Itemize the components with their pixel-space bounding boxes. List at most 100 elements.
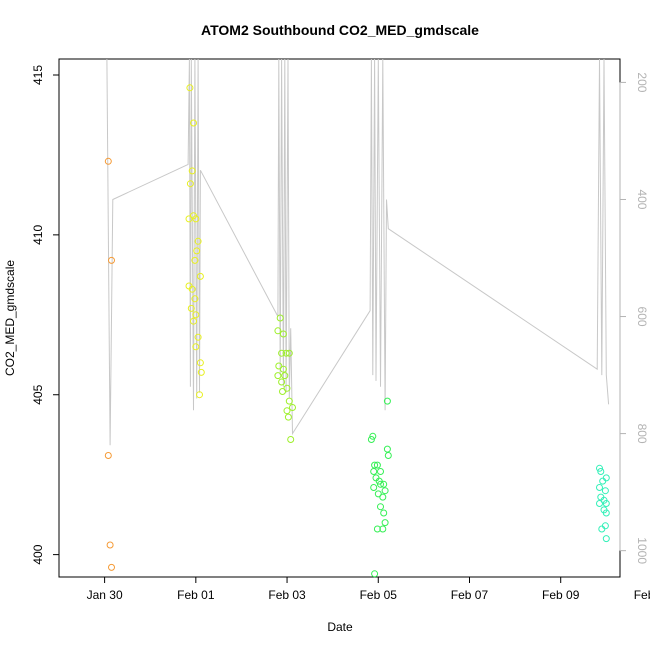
x-tick-label: Feb 07: [451, 588, 489, 602]
data-point: [370, 484, 378, 491]
x-tick-label: Feb 03: [268, 588, 306, 602]
data-point: [108, 256, 115, 264]
data-point: [285, 349, 293, 357]
y-axis: 400 405 410 415: [31, 65, 60, 565]
y-tick-label: 405: [31, 384, 45, 404]
data-point: [284, 413, 292, 421]
x-tick-label: Feb 05: [360, 588, 398, 602]
data-point: [601, 522, 609, 530]
x-tick-label: Feb 09: [542, 588, 580, 602]
y2-tick-label: 400: [635, 189, 649, 209]
data-point: [282, 349, 290, 357]
data-point: [602, 500, 610, 507]
data-point: [196, 272, 204, 280]
data-point: [374, 490, 382, 498]
data-point: [596, 484, 603, 491]
plot-frame: [58, 58, 621, 578]
data-point: [186, 180, 194, 188]
data-point: [380, 509, 388, 517]
data-point: [279, 330, 287, 338]
data-point: [281, 372, 289, 380]
data-point: [108, 563, 115, 571]
data-point: [596, 464, 603, 472]
data-point: [191, 256, 199, 264]
data-point: [275, 362, 283, 370]
data-point: [188, 167, 196, 175]
data-point: [106, 541, 114, 549]
data-point: [197, 368, 205, 376]
data-point: [279, 388, 286, 395]
data-point: [377, 468, 384, 475]
data-point: [190, 317, 197, 325]
data-point: [380, 480, 388, 488]
data-point: [602, 509, 610, 517]
data-point: [379, 493, 387, 501]
data-point: [283, 384, 291, 392]
data-point: [274, 372, 282, 380]
data-point: [370, 468, 378, 475]
data-point: [185, 215, 193, 223]
data-point: [190, 119, 197, 127]
data-point: [104, 157, 112, 165]
data-point: [602, 535, 610, 543]
y2-tick-label: 800: [635, 424, 649, 444]
data-point: [383, 397, 391, 405]
data-point: [276, 314, 284, 322]
data-point: [377, 503, 384, 511]
data-point: [193, 247, 201, 255]
data-point: [104, 452, 112, 459]
y2-tick-label: 200: [635, 72, 649, 92]
chart-title: ATOM2 Southbound CO2_MED_gmdscale: [201, 22, 479, 38]
x-tick-label: Jan 30: [87, 588, 123, 602]
data-point: [192, 343, 200, 351]
points-layer: [104, 84, 610, 578]
data-point: [192, 311, 200, 319]
data-point: [274, 327, 282, 335]
data-point: [596, 500, 603, 507]
y2-axis: 200 400 600 800 1000: [619, 72, 649, 564]
data-point: [279, 365, 287, 373]
data-point: [278, 349, 286, 357]
data-point: [384, 452, 392, 459]
data-point: [377, 480, 384, 488]
data-point: [381, 519, 389, 527]
data-point: [186, 84, 194, 92]
data-point: [194, 333, 202, 341]
data-point: [191, 295, 199, 303]
data-point: [599, 477, 607, 485]
y2-tick-label: 600: [635, 307, 649, 327]
data-point: [196, 359, 204, 367]
y-axis-label: CO2_MED_gmdscale: [3, 260, 17, 376]
x-tick-label: Feb 01: [177, 588, 215, 602]
data-point: [194, 237, 202, 245]
data-point: [285, 397, 293, 405]
y-tick-label: 400: [31, 544, 45, 564]
data-point: [383, 445, 391, 453]
data-point: [373, 525, 381, 533]
data-point: [598, 525, 606, 533]
data-point: [196, 391, 203, 399]
data-point: [597, 468, 605, 475]
x-axis-label: Date: [327, 620, 353, 634]
data-point: [371, 461, 379, 469]
altitude-line-layer: [106, 58, 610, 446]
data-point: [373, 461, 381, 469]
y-tick-label: 410: [31, 225, 45, 245]
data-point: [381, 487, 389, 495]
data-point: [187, 304, 195, 312]
data-point: [287, 436, 295, 443]
data-point: [278, 378, 286, 386]
data-point: [369, 432, 377, 440]
data-point: [192, 215, 200, 223]
x-tick-label: Feb 11: [634, 588, 650, 602]
altitude-line: [106, 58, 610, 446]
data-point: [283, 407, 291, 415]
data-point: [602, 474, 610, 482]
data-point: [371, 570, 379, 578]
data-point: [289, 404, 296, 411]
data-point: [379, 525, 387, 533]
data-point: [367, 436, 375, 443]
x-axis: Jan 30 Feb 01 Feb 03 Feb 05 Feb 07 Feb 09 Feb …: [87, 577, 650, 602]
